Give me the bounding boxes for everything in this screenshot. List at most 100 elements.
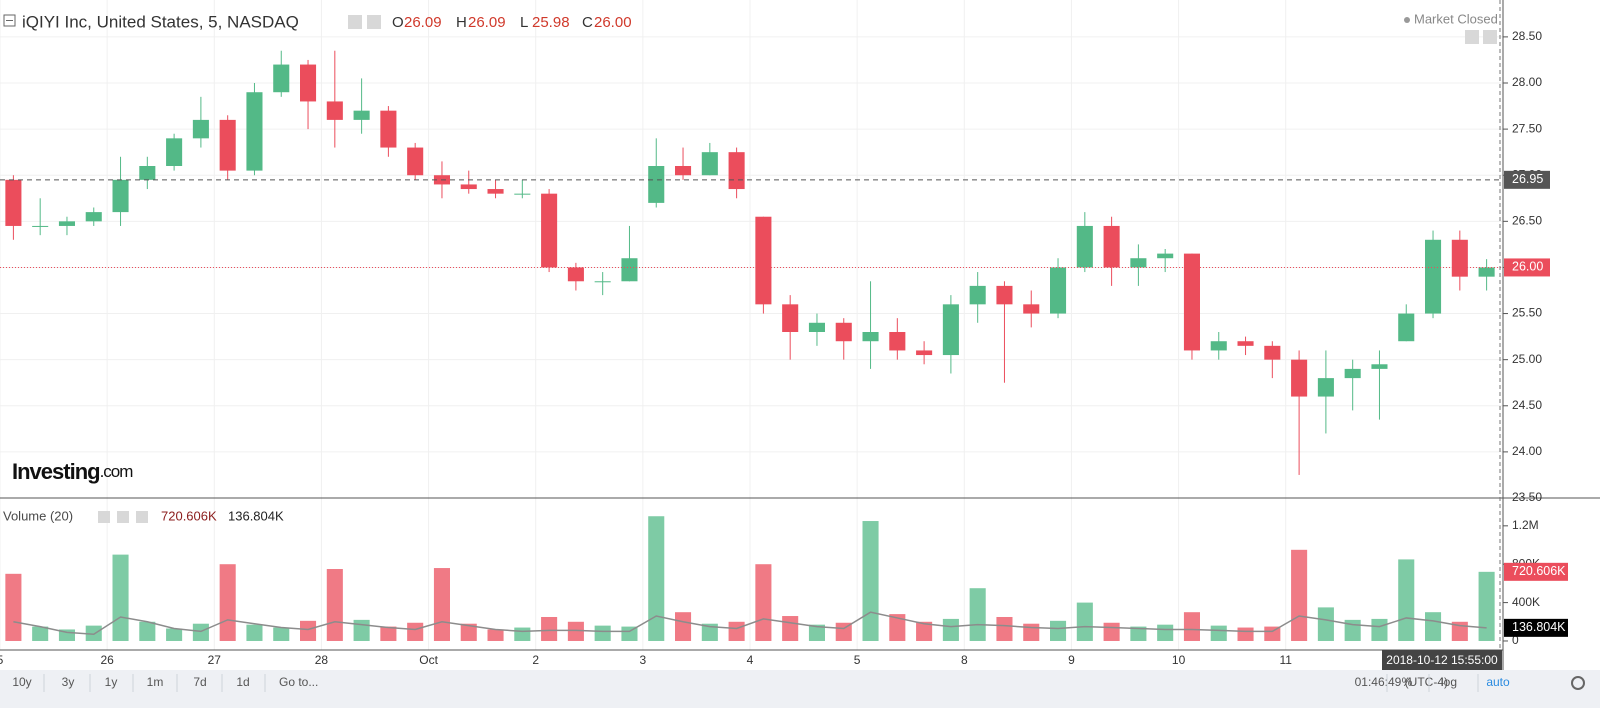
- candle-body: [1130, 258, 1147, 268]
- volume-bar: [380, 626, 397, 641]
- y-tick-label: 24.00: [1512, 444, 1542, 458]
- x-tick-label: 4: [747, 653, 754, 667]
- x-tick-label: 9: [1068, 653, 1075, 667]
- y-tick-label: 0: [1512, 633, 1519, 647]
- volume-bar: [1264, 626, 1281, 641]
- candle-body: [1183, 253, 1200, 351]
- volume-bar: [300, 620, 317, 641]
- candle-body: [862, 332, 879, 342]
- candle-body: [353, 110, 370, 120]
- volume-marker-box: [1504, 618, 1568, 637]
- volume-bar: [701, 623, 718, 641]
- volume-bar: [889, 614, 906, 641]
- volume-title: Volume (20): [3, 508, 73, 523]
- expand-icon[interactable]: [1483, 30, 1497, 44]
- volume-bar: [112, 554, 129, 641]
- x-tick-label: 28: [315, 653, 329, 667]
- range-button[interactable]: 3y: [62, 675, 75, 689]
- eye-icon[interactable]: [348, 15, 362, 29]
- volume-bar: [1291, 549, 1308, 641]
- info-icon[interactable]: [1465, 30, 1479, 44]
- volume-bar: [514, 627, 531, 641]
- candle-body: [728, 152, 745, 190]
- range-button[interactable]: 1d: [236, 675, 249, 689]
- logo-name: Investing: [12, 459, 100, 484]
- x-tick-label: Oct: [419, 653, 438, 667]
- status-dot: [1404, 17, 1410, 23]
- volume-bar: [246, 624, 263, 641]
- volume-bar: [273, 627, 290, 641]
- candle-body: [1237, 341, 1254, 346]
- candle-body: [85, 212, 102, 222]
- scale-option[interactable]: log: [1441, 675, 1457, 689]
- x-tick-label: 3: [640, 653, 647, 667]
- scale-option[interactable]: auto: [1486, 675, 1510, 689]
- toolbar: [0, 670, 1600, 708]
- range-button[interactable]: 10y: [12, 675, 31, 689]
- y-tick-label: 1.2M: [1512, 518, 1539, 532]
- volume-bar: [1103, 622, 1120, 641]
- candle-body: [594, 281, 611, 283]
- candle-body: [166, 138, 183, 166]
- range-button[interactable]: 1y: [105, 675, 118, 689]
- logo: Investing.com: [12, 459, 133, 484]
- settings-icon[interactable]: [367, 15, 381, 29]
- volume-bar: [1210, 625, 1227, 641]
- volume-bar: [5, 573, 22, 641]
- volume-bar: [326, 569, 343, 641]
- volume-settings-icon[interactable]: [117, 511, 129, 523]
- y-tick-label: 28.00: [1512, 75, 1542, 89]
- y-tick-label: 25.00: [1512, 352, 1542, 366]
- candle-body: [916, 350, 933, 356]
- range-button[interactable]: 7d: [193, 675, 206, 689]
- candle-body: [701, 152, 718, 176]
- chart-title: iQIYI Inc, United States, 5, NASDAQ: [22, 12, 299, 31]
- goto[interactable]: Go to...: [279, 675, 318, 689]
- volume-close-icon[interactable]: [136, 511, 148, 523]
- ohlc-label: L: [520, 14, 528, 31]
- volume-marker-box: [1504, 562, 1568, 581]
- scale-option[interactable]: %: [1402, 675, 1413, 689]
- plot: [0, 50, 1503, 641]
- volume-bar: [219, 564, 236, 641]
- ohlc-value: 26.09: [404, 14, 442, 31]
- volume-bar: [916, 621, 933, 641]
- price-marker-box: [1504, 170, 1550, 189]
- volume-bar: [1130, 626, 1147, 641]
- volume-legend-value: 720.606K: [161, 508, 217, 523]
- price-marker-label: 26.00: [1512, 260, 1543, 274]
- volume-bar: [85, 625, 102, 641]
- volume-bar: [32, 626, 49, 641]
- volume-bar: [728, 621, 745, 641]
- candle-body: [192, 119, 209, 139]
- candle-body: [1210, 341, 1227, 351]
- volume-bar: [1183, 612, 1200, 641]
- ohlc-value: 25.98: [532, 14, 570, 31]
- candle-body: [1317, 378, 1334, 397]
- volume-bar: [1237, 627, 1254, 641]
- candle-body: [1291, 359, 1308, 397]
- x-tick-label: 11: [1279, 653, 1292, 667]
- range-button[interactable]: 1m: [147, 675, 164, 689]
- volume-bar: [942, 618, 959, 641]
- volume-marker-label: 136.804K: [1512, 620, 1566, 634]
- candle-body: [380, 110, 397, 148]
- y-tick-label: 400K: [1512, 595, 1540, 609]
- candle-body: [1425, 239, 1442, 314]
- volume-bar: [1157, 624, 1174, 641]
- volume-bar: [648, 516, 665, 641]
- settings-gear[interactable]: [1571, 676, 1585, 690]
- volume-eye-icon[interactable]: [98, 511, 110, 523]
- candle-body: [32, 225, 49, 227]
- collapse-icon[interactable]: [3, 14, 16, 27]
- candle-body: [1398, 313, 1415, 342]
- candle-body: [1478, 267, 1495, 277]
- volume-bar: [1076, 602, 1093, 641]
- candle-body: [5, 179, 22, 226]
- volume-bar: [460, 623, 477, 641]
- candle-body: [300, 64, 317, 102]
- volume-bar: [621, 626, 638, 641]
- candle-body: [1103, 225, 1120, 268]
- candle-body: [487, 189, 504, 194]
- volume-bar: [487, 629, 504, 641]
